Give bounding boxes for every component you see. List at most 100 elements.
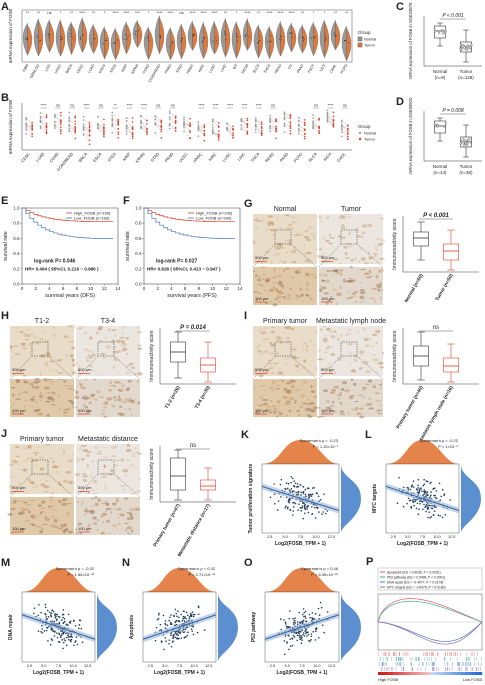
tissue-texture — [83, 408, 90, 411]
x-tick-label: KIRP — [121, 63, 129, 73]
tissue-texture — [47, 392, 50, 394]
pair-line — [40, 126, 47, 130]
pair-line — [313, 114, 320, 119]
pair-line — [140, 116, 148, 121]
dot-normal — [68, 127, 71, 130]
tissue-texture — [24, 338, 30, 341]
x-tick-label: 10.0 — [313, 664, 320, 668]
dot-tumor — [88, 134, 91, 136]
scatter-point — [73, 644, 75, 647]
dot-tumor — [289, 121, 292, 123]
scatter-point — [192, 615, 195, 618]
tissue-texture — [339, 413, 345, 416]
pair-line — [126, 128, 133, 135]
dot-normal — [39, 125, 42, 128]
pair-line — [155, 116, 162, 121]
dot-tumor — [160, 137, 163, 139]
tissue-texture — [294, 370, 299, 372]
tissue-texture — [92, 353, 96, 357]
tissue-texture — [285, 381, 292, 385]
scatter-point — [63, 618, 66, 620]
pair-line — [313, 122, 320, 129]
ihc-image — [76, 379, 140, 417]
dot — [324, 35, 326, 37]
scatter-point — [78, 624, 81, 626]
correlation: Spearman's ρ = -0.23 — [300, 438, 339, 443]
pair-line — [126, 126, 133, 135]
significance: **** — [84, 104, 90, 108]
scatter-point — [188, 616, 191, 618]
scatter-point — [49, 643, 52, 646]
scatter-point — [294, 617, 296, 620]
dot — [70, 29, 72, 31]
tissue-texture — [110, 455, 117, 457]
tissue-texture — [324, 292, 329, 295]
scatter-point — [316, 507, 319, 509]
tissue-texture — [32, 385, 34, 389]
dot-tumor — [347, 129, 349, 131]
scatter-point — [47, 616, 50, 618]
dot-tumor — [74, 132, 77, 134]
pair-line — [284, 131, 291, 134]
dot-tumor — [246, 119, 249, 122]
tissue-texture — [266, 405, 272, 408]
scatter-point — [301, 620, 303, 623]
tissue-texture — [371, 288, 378, 290]
dot — [289, 33, 291, 35]
dot-normal — [240, 127, 243, 129]
dot-normal — [211, 127, 214, 129]
tissue-texture — [69, 479, 72, 482]
tissue-texture — [91, 460, 95, 463]
density-right — [461, 464, 481, 533]
violin-tumor — [170, 28, 176, 61]
scatter-point — [413, 504, 415, 507]
density-top — [265, 568, 339, 592]
tissue-texture — [305, 283, 310, 287]
tissue-texture — [87, 524, 91, 528]
dot — [72, 38, 74, 40]
dot — [94, 38, 96, 40]
tissue-texture — [130, 493, 136, 495]
dot-normal — [197, 121, 200, 123]
tissue-texture — [43, 386, 50, 390]
significance: **** — [200, 10, 207, 15]
tissue-texture — [10, 386, 16, 389]
dot — [193, 33, 195, 35]
tissue-texture — [82, 473, 86, 476]
tissue-texture — [356, 235, 363, 238]
zoom-line — [318, 243, 342, 268]
tissue-texture — [276, 415, 279, 418]
y-axis-label: Immunoreactivity score — [392, 218, 398, 270]
dot — [434, 30, 437, 33]
legend-swatch — [357, 36, 363, 42]
tissue-texture — [277, 216, 279, 221]
dot-normal — [226, 126, 228, 129]
dot-normal — [82, 123, 85, 125]
dot — [82, 34, 84, 36]
tissue-texture — [331, 389, 335, 391]
scale-bar-label: 500 μm — [78, 367, 92, 372]
dot — [464, 142, 467, 146]
pair-line — [69, 130, 76, 139]
tissue-texture — [329, 370, 333, 373]
tissue-texture — [379, 282, 382, 286]
tissue-texture — [377, 412, 383, 414]
tissue-texture — [281, 380, 285, 382]
dot-tumor — [232, 134, 234, 136]
tissue-texture — [255, 345, 260, 350]
tissue-texture — [256, 283, 263, 287]
dot-tumor — [347, 127, 349, 130]
y-axis-label: mRNA expression of FOSB — [8, 100, 13, 155]
tissue-texture — [283, 387, 288, 391]
scatter-point — [434, 494, 436, 497]
tissue-texture — [37, 526, 42, 528]
dot-tumor — [275, 127, 277, 130]
tissue-texture — [357, 394, 364, 396]
tissue-texture — [280, 374, 286, 377]
dot-tumor — [303, 135, 306, 138]
scatter-point — [326, 510, 329, 512]
significance: * — [148, 10, 150, 15]
scatter-point — [175, 612, 178, 615]
tissue-texture — [109, 384, 113, 387]
pair-line — [241, 119, 248, 125]
